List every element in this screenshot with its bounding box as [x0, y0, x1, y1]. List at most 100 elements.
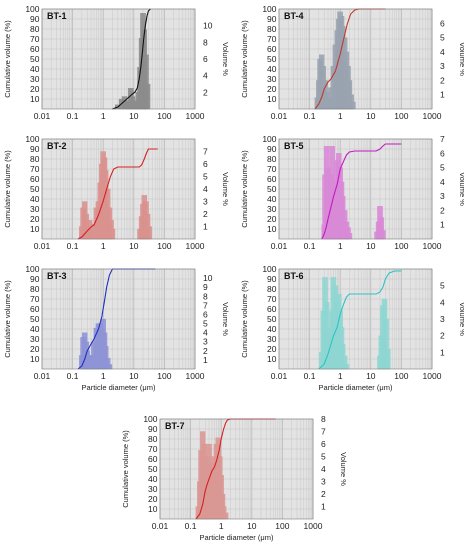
x-tick-label: 1: [101, 241, 106, 251]
panel-title: BT-5: [284, 141, 304, 151]
x-tick-label: 100: [394, 371, 408, 381]
x-tick-label: 1: [338, 111, 343, 121]
plot-frame: [41, 8, 196, 110]
y2-tick-label: 3: [203, 197, 208, 207]
y-tick-label: 10: [267, 224, 277, 234]
y2-tick-label: 2: [440, 205, 445, 215]
cumulative-curve: [321, 143, 402, 240]
x-tick-label: 10: [366, 241, 376, 251]
cumulative-curve: [314, 8, 386, 110]
y2-tick-label: 7: [440, 134, 445, 144]
x-tick-label: 1: [101, 371, 106, 381]
x-tick-label: 1000: [423, 241, 442, 251]
y-tick-label: 20: [267, 84, 277, 94]
y-tick-label: 50: [267, 314, 277, 324]
y-tick-label: 10: [30, 354, 40, 364]
y2-tick-label: 1: [203, 222, 208, 232]
x-tick-label: 0.01: [34, 111, 51, 121]
x-tick-label: 1000: [186, 371, 205, 381]
y-tick-label: 10: [267, 354, 277, 364]
y2-tick-label: 5: [440, 33, 445, 43]
x-tick-label: 0.1: [304, 111, 316, 121]
y-tick-label: 20: [30, 214, 40, 224]
cumulative-curve: [112, 8, 151, 110]
plot-frame: [278, 268, 433, 370]
y-axis-label: Cumulative volume (%): [240, 280, 249, 358]
y-tick-label: 30: [30, 74, 40, 84]
x-tick-label: 0.01: [152, 521, 169, 531]
y-tick-label: 30: [148, 484, 158, 494]
y-tick-label: 60: [267, 304, 277, 314]
y-tick-label: 40: [30, 324, 40, 334]
distribution-bar: [146, 226, 153, 240]
y-tick-label: 60: [30, 174, 40, 184]
y-tick-label: 20: [267, 214, 277, 224]
y-tick-label: 70: [267, 164, 277, 174]
y-tick-label: 40: [30, 194, 40, 204]
panel-title: BT-1: [47, 11, 67, 21]
y2-tick-label: 3: [440, 191, 445, 201]
x-tick-label: 1: [219, 521, 224, 531]
y-tick-label: 90: [148, 424, 158, 434]
y2-axis-label: Volume %: [221, 302, 230, 336]
y2-tick-label: 9: [203, 282, 208, 292]
y-tick-label: 80: [267, 284, 277, 294]
x-tick-label: 10: [366, 111, 376, 121]
x-tick-label: 1000: [186, 111, 205, 121]
x-tick-label: 1: [101, 111, 106, 121]
y2-tick-label: 5: [321, 452, 326, 462]
y-tick-label: 100: [262, 4, 276, 14]
y-tick-label: 60: [267, 44, 277, 54]
y2-tick-label: 7: [203, 147, 208, 157]
y-axis-label: Cumulative volume (%): [240, 150, 249, 228]
y-tick-label: 80: [30, 24, 40, 34]
y-axis-label: Cumulative volume (%): [240, 20, 249, 98]
y-tick-label: 50: [30, 314, 40, 324]
distribution-bar: [350, 101, 356, 110]
y2-tick-label: 1: [440, 347, 445, 357]
y2-tick-label: 7: [203, 300, 208, 310]
x-tick-label: 0.01: [271, 371, 288, 381]
x-tick-label: 0.1: [304, 241, 316, 251]
y-tick-label: 60: [30, 304, 40, 314]
y-tick-label: 70: [30, 34, 40, 44]
y-tick-label: 80: [30, 284, 40, 294]
x-tick-label: 0.01: [271, 241, 288, 251]
y-tick-label: 100: [25, 264, 39, 274]
y-tick-label: 50: [30, 184, 40, 194]
x-axis-label: Particle diameter (μm): [200, 533, 274, 542]
y-tick-label: 80: [267, 24, 277, 34]
y-tick-label: 90: [30, 274, 40, 284]
y-tick-label: 40: [267, 324, 277, 334]
y2-tick-label: 1: [203, 355, 208, 365]
x-tick-label: 0.01: [34, 371, 51, 381]
x-tick-label: 0.1: [185, 521, 197, 531]
y-tick-label: 60: [267, 174, 277, 184]
y2-tick-label: 2: [321, 489, 326, 499]
y-tick-label: 80: [267, 154, 277, 164]
y2-axis-label: Volume %: [458, 172, 464, 206]
x-axis-label: Particle diameter (μm): [82, 383, 156, 392]
y2-axis-label: Volume %: [221, 42, 230, 76]
y2-tick-label: 4: [203, 71, 208, 81]
y2-tick-label: 3: [321, 477, 326, 487]
y-tick-label: 30: [30, 334, 40, 344]
y2-tick-label: 6: [440, 18, 445, 28]
distribution-bar: [343, 363, 350, 370]
y-tick-label: 10: [30, 94, 40, 104]
y-tick-label: 50: [148, 464, 158, 474]
y2-tick-label: 1: [440, 220, 445, 230]
y2-tick-label: 6: [440, 148, 445, 158]
y-tick-label: 70: [30, 164, 40, 174]
distribution-bar: [222, 512, 229, 520]
y-tick-label: 20: [267, 344, 277, 354]
y2-tick-label: 4: [203, 184, 208, 194]
y2-tick-label: 3: [440, 61, 445, 71]
y2-tick-label: 10: [203, 21, 213, 31]
distribution-bar: [109, 228, 116, 240]
